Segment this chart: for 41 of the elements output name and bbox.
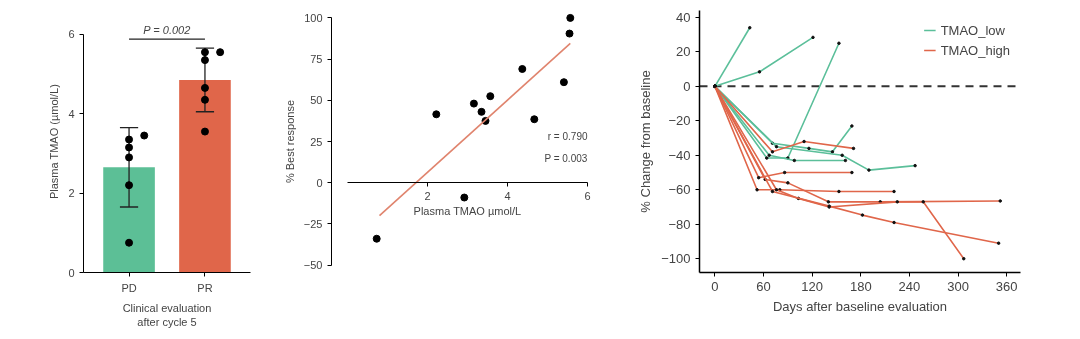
x-tick-label: 240	[898, 278, 921, 294]
y-tick-label: −20	[668, 113, 691, 129]
y-tick-label: 20	[676, 44, 691, 60]
x-tick-label: PD	[121, 281, 137, 294]
y-tick-label: 0	[316, 176, 323, 189]
y-axis-title: Plasma TMAO (µmol/L)	[48, 84, 61, 200]
annotation: r = 0.790	[547, 130, 588, 142]
y-axis-title: % Best response	[283, 99, 296, 184]
x-tick-label: 300	[947, 278, 969, 294]
x-tick-label: 6	[584, 189, 591, 202]
x-axis-title: Plasma TMAO µmol/L	[413, 204, 522, 217]
x-axis-title: Days after baseline evaluation	[772, 298, 948, 314]
y-tick-label: 25	[310, 135, 323, 148]
legend-label: TMAO_high	[940, 42, 1010, 58]
y-axis-title: % Change from baseline	[638, 70, 654, 213]
x-tick-label: 2	[424, 189, 431, 202]
annotation: P = 0.002	[143, 24, 191, 37]
y-tick-label: 6	[68, 28, 75, 41]
x-axis-title: Clinical evaluation after cycle 5	[122, 301, 212, 328]
x-tick-label: 4	[504, 189, 511, 202]
y-tick-label: −25	[303, 217, 323, 230]
y-tick-label: −50	[303, 259, 323, 272]
x-tick-label: 60	[756, 278, 771, 294]
x-tick-label: 120	[801, 278, 824, 294]
x-tick-label: PR	[197, 281, 213, 294]
y-tick-label: −100	[661, 251, 691, 267]
x-tick-label: 180	[849, 278, 872, 294]
y-tick-label: 0	[68, 266, 75, 279]
y-tick-label: 4	[68, 107, 75, 120]
y-tick-label: 75	[310, 53, 323, 66]
x-tick-label: 0	[711, 278, 719, 294]
x-tick-label: 360	[995, 278, 1018, 294]
y-tick-label: −80	[668, 216, 691, 232]
y-tick-label: −40	[668, 147, 691, 163]
y-tick-label: 100	[304, 11, 323, 24]
annotation: P = 0.003	[544, 152, 588, 164]
legend-label: TMAO_low	[940, 22, 1005, 38]
y-tick-label: −60	[668, 182, 691, 198]
y-tick-label: 0	[683, 78, 691, 94]
y-tick-label: 40	[676, 9, 691, 25]
y-tick-label: 50	[310, 94, 323, 107]
